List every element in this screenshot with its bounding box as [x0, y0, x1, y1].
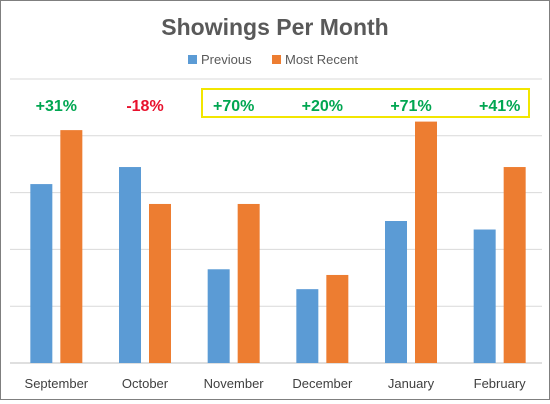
bar-most-recent [60, 130, 83, 363]
change-label: -18% [126, 98, 163, 115]
category-label: February [474, 376, 527, 391]
change-label: +20% [302, 98, 343, 115]
chart-title: Showings Per Month [161, 14, 388, 40]
bar-most-recent [326, 274, 349, 363]
legend-swatch [272, 55, 281, 64]
bar-previous [30, 184, 53, 363]
bar-most-recent [415, 121, 437, 363]
bar-most-recent [237, 203, 260, 363]
change-label: +71% [390, 98, 431, 115]
gridlines [10, 78, 542, 364]
bar-previous [207, 269, 230, 363]
legend-label: Previous [201, 52, 252, 67]
bar-previous [296, 289, 319, 363]
change-label: +70% [213, 98, 254, 115]
category-label: January [388, 376, 435, 391]
change-label: +41% [479, 98, 520, 115]
bars [30, 121, 526, 363]
category-label: October [122, 376, 169, 391]
change-label: +31% [36, 98, 77, 115]
category-label: December [292, 376, 353, 391]
legend-label: Most Recent [285, 52, 358, 67]
highlight-box [201, 88, 530, 118]
bar-previous [473, 229, 496, 363]
annotations: +31% -18% +70% +20% +71% +41% [36, 98, 521, 115]
category-labels: September October November December January F… [25, 376, 527, 391]
bar-most-recent [149, 203, 171, 363]
legend-swatch [188, 55, 197, 64]
legend: Previous Most Recent [188, 52, 358, 67]
bar-most-recent [503, 167, 526, 363]
bar-previous [119, 167, 141, 363]
category-label: November [204, 376, 265, 391]
category-label: September [25, 376, 89, 391]
bar-previous [385, 221, 407, 363]
